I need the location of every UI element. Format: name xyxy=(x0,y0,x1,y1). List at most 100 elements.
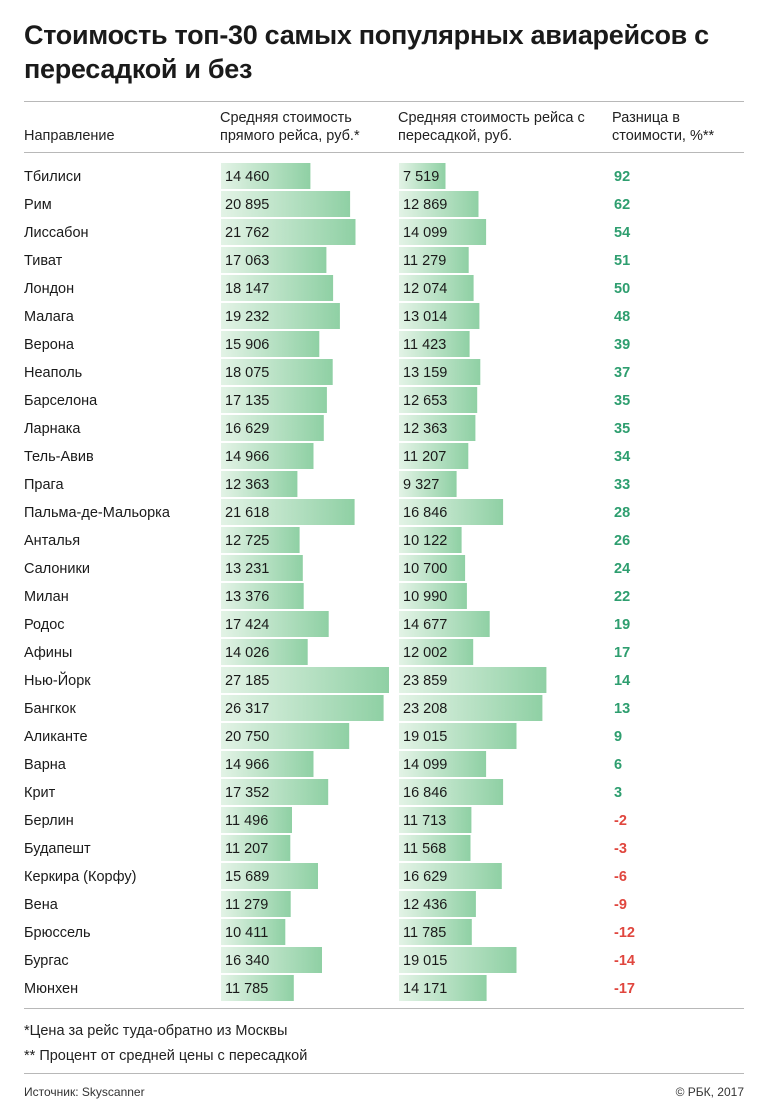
difference-label: 26 xyxy=(614,533,630,549)
city-label: Керкира (Корфу) xyxy=(24,869,136,885)
difference-label: 22 xyxy=(614,589,630,605)
table-row: Бургас 16 340 19 015 -14 xyxy=(24,947,635,973)
direct-price-label: 16 340 xyxy=(225,953,269,969)
table-row: Нью-Йорк 27 185 23 859 14 xyxy=(24,667,630,693)
direct-price-label: 14 966 xyxy=(225,757,269,773)
difference-label: 51 xyxy=(614,253,630,269)
transfer-price-bar xyxy=(399,443,469,469)
difference-label: -12 xyxy=(614,925,635,941)
city-label: Вена xyxy=(24,897,59,913)
transfer-price-bar xyxy=(399,359,481,385)
direct-price-bar xyxy=(221,667,389,693)
transfer-price-bar xyxy=(399,975,487,1001)
transfer-price-bar xyxy=(399,471,457,497)
table-row: Берлин 11 496 11 713 -2 xyxy=(24,807,627,833)
transfer-price-bar xyxy=(399,863,502,889)
city-label: Тель-Авив xyxy=(24,449,94,465)
transfer-price-label: 12 436 xyxy=(403,897,447,913)
direct-price-label: 10 411 xyxy=(225,925,268,941)
transfer-price-bar xyxy=(399,163,446,189)
direct-price-bar xyxy=(221,863,318,889)
transfer-price-bar xyxy=(399,667,547,693)
difference-label: 3 xyxy=(614,785,622,801)
difference-label: 17 xyxy=(614,645,630,661)
city-label: Малага xyxy=(24,309,75,325)
direct-price-bar xyxy=(221,695,384,721)
difference-label: 92 xyxy=(614,169,630,185)
table-row: Будапешт 11 207 11 568 -3 xyxy=(24,835,627,861)
direct-price-label: 13 231 xyxy=(225,561,269,577)
transfer-price-bar xyxy=(399,331,470,357)
direct-price-label: 15 906 xyxy=(225,337,269,353)
direct-price-bar xyxy=(221,303,340,329)
transfer-price-label: 9 327 xyxy=(403,477,439,493)
direct-price-label: 11 496 xyxy=(225,813,268,829)
transfer-price-bar xyxy=(399,247,469,273)
table-row: Керкира (Корфу) 15 689 16 629 -6 xyxy=(24,863,627,889)
direct-price-bar xyxy=(221,275,334,301)
city-label: Варна xyxy=(24,757,67,773)
city-label: Прага xyxy=(24,477,65,493)
difference-label: 35 xyxy=(614,421,630,437)
direct-price-label: 27 185 xyxy=(225,673,269,689)
table-row: Верона 15 906 11 423 39 xyxy=(24,331,630,357)
difference-label: 33 xyxy=(614,477,630,493)
direct-price-label: 11 207 xyxy=(225,841,268,857)
transfer-price-label: 14 099 xyxy=(403,757,447,773)
direct-price-bar xyxy=(221,807,292,833)
city-label: Салоники xyxy=(24,561,90,577)
transfer-price-label: 14 099 xyxy=(403,225,447,241)
city-label: Аликанте xyxy=(24,729,88,745)
direct-price-label: 11 279 xyxy=(225,897,268,913)
direct-price-label: 12 725 xyxy=(225,533,269,549)
transfer-price-label: 13 159 xyxy=(403,365,447,381)
direct-price-bar xyxy=(221,499,355,525)
difference-label: -17 xyxy=(614,981,635,997)
city-label: Ларнака xyxy=(24,421,81,437)
direct-price-bar xyxy=(221,583,304,609)
header-direct-price: Средняя стоимость прямого рейса, руб.* xyxy=(220,110,360,144)
table-row: Малага 19 232 13 014 48 xyxy=(24,303,630,329)
direct-price-label: 18 075 xyxy=(225,365,269,381)
transfer-price-label: 23 859 xyxy=(403,673,447,689)
transfer-price-label: 14 171 xyxy=(403,981,447,997)
transfer-price-label: 16 846 xyxy=(403,505,447,521)
transfer-price-bar xyxy=(399,219,487,245)
transfer-price-bar xyxy=(399,751,487,777)
transfer-price-bar xyxy=(399,639,474,665)
transfer-price-label: 11 713 xyxy=(403,813,446,829)
direct-price-bar xyxy=(221,751,314,777)
direct-price-bar xyxy=(221,387,327,413)
direct-price-bar xyxy=(221,555,303,581)
header-bottom-rule xyxy=(24,152,744,153)
table-row: Прага 12 363 9 327 33 xyxy=(24,471,630,497)
transfer-price-bar xyxy=(399,499,504,525)
table-row: Пальма-де-Мальорка 21 618 16 846 28 xyxy=(24,499,630,525)
transfer-price-label: 16 846 xyxy=(403,785,447,801)
transfer-price-label: 13 014 xyxy=(403,309,447,325)
city-label: Родос xyxy=(24,617,65,633)
transfer-price-label: 10 990 xyxy=(403,589,447,605)
transfer-price-bar xyxy=(399,387,478,413)
direct-price-label: 17 424 xyxy=(225,617,269,633)
city-label: Нью-Йорк xyxy=(24,671,91,689)
footer-rule xyxy=(24,1008,744,1009)
city-label: Милан xyxy=(24,589,69,605)
difference-label: -14 xyxy=(614,953,635,969)
direct-price-label: 18 147 xyxy=(225,281,269,297)
transfer-price-bar xyxy=(399,695,543,721)
table-row: Крит 17 352 16 846 3 xyxy=(24,779,622,805)
transfer-price-bar xyxy=(399,779,504,805)
direct-price-bar xyxy=(221,359,333,385)
city-label: Лиссабон xyxy=(24,225,89,241)
table-row: Тиват 17 063 11 279 51 xyxy=(24,247,630,273)
direct-price-label: 26 317 xyxy=(225,701,269,717)
city-label: Барселона xyxy=(24,393,98,409)
direct-price-label: 19 232 xyxy=(225,309,269,325)
city-label: Рим xyxy=(24,197,52,213)
difference-label: 50 xyxy=(614,281,630,297)
direct-price-bar xyxy=(221,191,351,217)
difference-label: 48 xyxy=(614,309,630,325)
table-row: Родос 17 424 14 677 19 xyxy=(24,611,630,637)
transfer-price-label: 11 423 xyxy=(403,337,446,353)
